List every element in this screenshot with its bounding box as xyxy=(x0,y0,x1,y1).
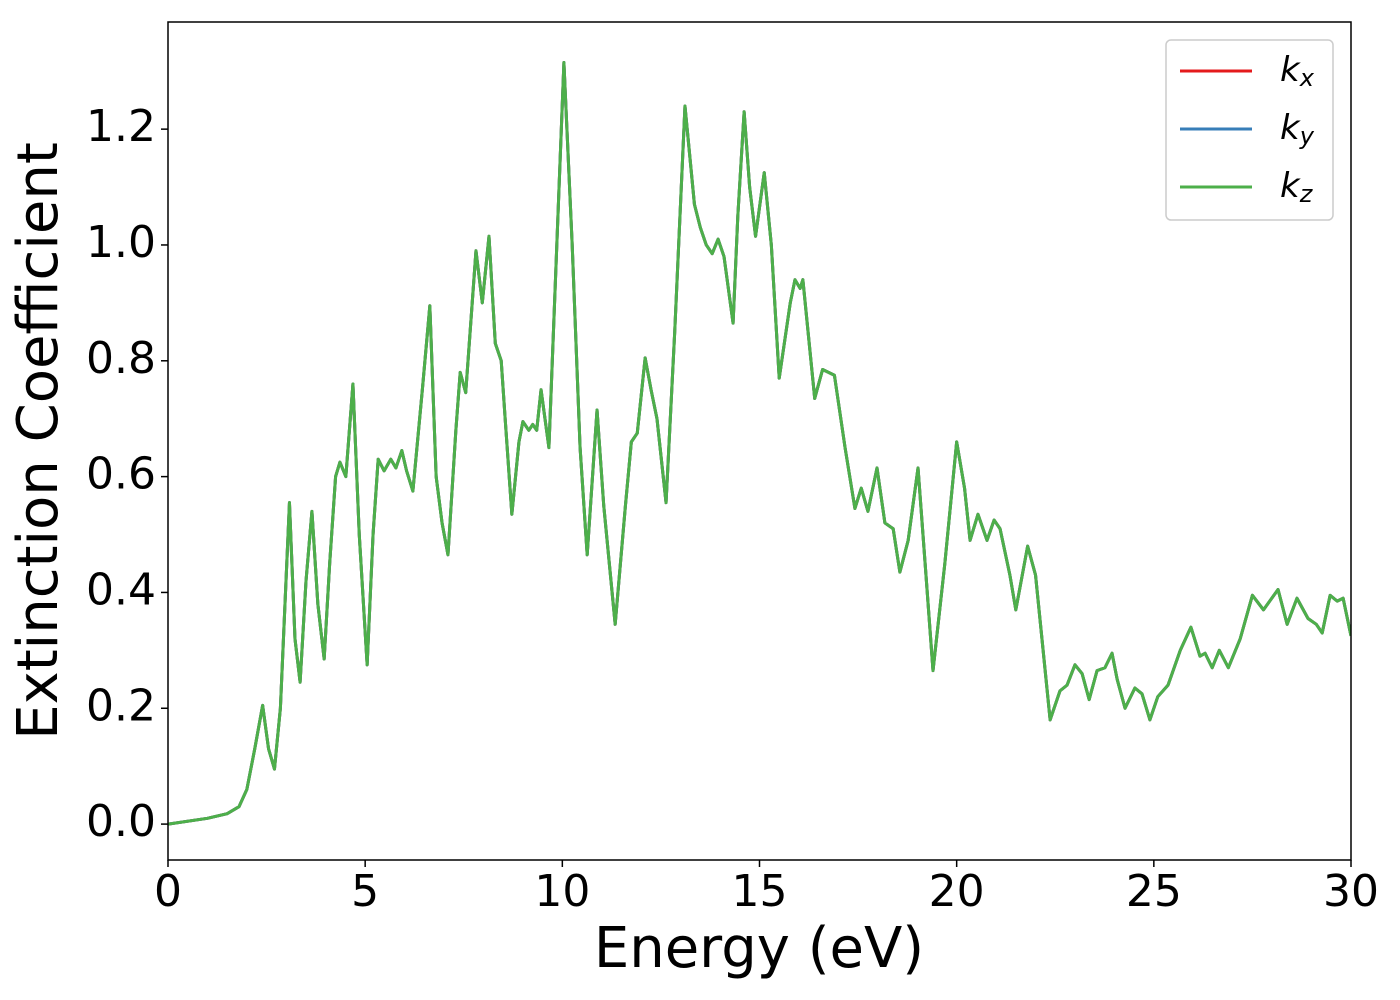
y-tick-label: 0.4 xyxy=(86,564,156,615)
y-tick-label: 0.0 xyxy=(86,796,156,847)
x-tick-label: 20 xyxy=(929,866,985,917)
plot-frame xyxy=(167,21,1352,861)
y-tick-label: 0.8 xyxy=(86,333,156,384)
legend-label: ky xyxy=(1280,108,1315,151)
y-tick-label: 1.2 xyxy=(86,101,156,152)
legend-label: kx xyxy=(1280,50,1315,93)
y-tick-label: 0.6 xyxy=(86,449,156,500)
y-tick-label: 0.2 xyxy=(86,680,156,731)
series-line xyxy=(168,61,1351,826)
y-axis-label: Extinction Coefficient xyxy=(6,142,71,740)
legend-label: kz xyxy=(1280,166,1314,209)
x-tick-label: 25 xyxy=(1126,866,1182,917)
x-tick-label: 5 xyxy=(351,866,379,917)
x-tick-label: 15 xyxy=(732,866,788,917)
y-tick-label: 1.0 xyxy=(86,217,156,268)
x-axis-label: Energy (eV) xyxy=(594,916,924,981)
x-tick-label: 0 xyxy=(154,866,182,917)
x-tick-label: 30 xyxy=(1323,866,1379,917)
x-tick-label: 10 xyxy=(534,866,590,917)
